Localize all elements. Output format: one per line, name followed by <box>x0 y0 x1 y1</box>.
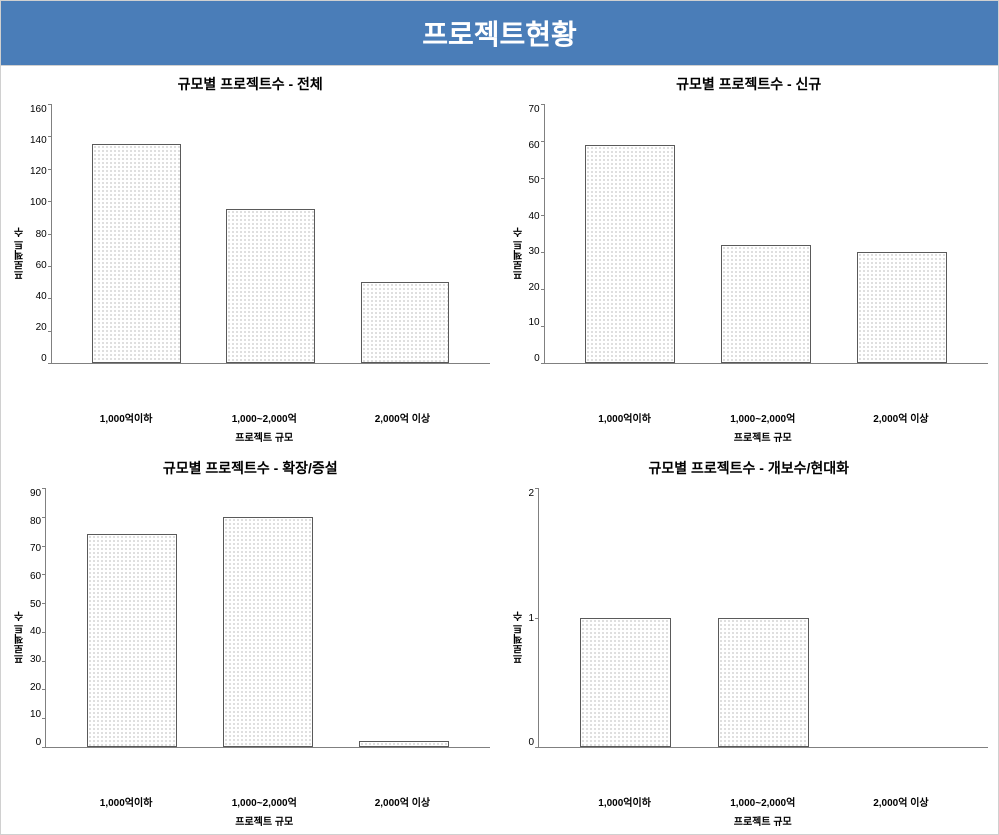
x-tick-label: 2,000억 이상 <box>333 794 471 809</box>
bar <box>87 534 177 747</box>
x-axis-label: 프로젝트 규모 <box>39 429 490 444</box>
y-tick-label: 20 <box>36 322 47 333</box>
y-tick-mark <box>541 363 545 364</box>
page-title: 프로젝트현황 <box>1 1 998 66</box>
x-tick-label: 1,000억이하 <box>556 410 694 425</box>
x-tick-label: 1,000~2,000억 <box>694 794 832 809</box>
y-tick-mark <box>42 747 46 748</box>
y-tick-label: 50 <box>30 599 41 610</box>
x-tick-label: 2,000억 이상 <box>832 410 970 425</box>
y-tick-label: 100 <box>30 197 47 208</box>
y-tick-label: 60 <box>36 260 47 271</box>
plot-area <box>544 104 988 364</box>
x-axis: 1,000억이하1,000~2,000억2,000억 이상 <box>39 788 490 809</box>
bar <box>361 282 450 363</box>
y-tick-label: 70 <box>529 104 540 115</box>
plot-area <box>45 488 489 748</box>
dashboard-container: 프로젝트현황 규모별 프로젝트수 - 전체프로젝트 수1601401201008… <box>0 0 999 835</box>
chart-grid: 규모별 프로젝트수 - 전체프로젝트 수16014012010080604020… <box>1 66 998 834</box>
chart-panel: 규모별 프로젝트수 - 신규프로젝트 수70 60 50 40 30 20 10 0 1,000… <box>500 66 999 450</box>
y-tick-label: 30 <box>529 246 540 257</box>
y-tick-label: 120 <box>30 166 47 177</box>
y-tick-label: 60 <box>30 571 41 582</box>
y-axis: 70 60 50 40 30 20 10 0 <box>529 104 544 364</box>
x-axis-label: 프로젝트 규모 <box>538 429 989 444</box>
y-tick-label: 30 <box>30 654 41 665</box>
y-tick-label: 140 <box>30 135 47 146</box>
y-tick-label: 20 <box>30 682 41 693</box>
bars-container <box>545 104 988 363</box>
y-axis: 90 80 70 60 50 40 30 20 10 0 <box>30 488 45 748</box>
plot-area <box>51 104 490 364</box>
y-tick-label: 10 <box>30 709 41 720</box>
y-tick-label: 80 <box>36 229 47 240</box>
y-tick-label: 40 <box>36 291 47 302</box>
x-axis-region: 1,000억이하1,000~2,000억2,000억 이상프로젝트 규모 <box>538 788 989 828</box>
y-tick-mark <box>48 363 52 364</box>
bar <box>718 618 809 748</box>
bar <box>92 144 181 363</box>
chart-panel: 규모별 프로젝트수 - 개보수/현대화프로젝트 수2 1 0 1,000억이하1,00… <box>500 450 999 834</box>
chart-area: 프로젝트 수70 60 50 40 30 20 10 0 <box>510 104 989 404</box>
chart-title: 규모별 프로젝트수 - 신규 <box>510 74 989 94</box>
x-tick-label: 1,000~2,000억 <box>195 794 333 809</box>
y-tick-label: 0 <box>41 353 47 364</box>
x-tick-label: 2,000억 이상 <box>832 794 970 809</box>
y-tick-label: 60 <box>529 140 540 151</box>
y-tick-label: 160 <box>30 104 47 115</box>
x-tick-label: 1,000억이하 <box>556 794 694 809</box>
y-tick-label: 80 <box>30 516 41 527</box>
y-tick-label: 0 <box>529 737 535 748</box>
y-axis-label: 프로젝트 수 <box>11 488 30 788</box>
x-axis: 1,000억이하1,000~2,000억2,000억 이상 <box>538 404 989 425</box>
y-tick-label: 20 <box>529 282 540 293</box>
chart-area: 프로젝트 수160 140 120 100 80 60 40 20 0 <box>11 104 490 404</box>
bar <box>226 209 315 363</box>
chart-title: 규모별 프로젝트수 - 확장/증설 <box>11 458 490 478</box>
bars-container <box>539 488 988 747</box>
bars-container <box>46 488 489 747</box>
bar <box>721 245 811 363</box>
chart-area: 프로젝트 수90 80 70 60 50 40 30 20 10 0 <box>11 488 490 788</box>
chart-title: 규모별 프로젝트수 - 전체 <box>11 74 490 94</box>
x-axis: 1,000억이하1,000~2,000억2,000억 이상 <box>538 788 989 809</box>
x-axis-label: 프로젝트 규모 <box>39 813 490 828</box>
y-axis-label: 프로젝트 수 <box>510 104 529 404</box>
x-axis-label: 프로젝트 규모 <box>538 813 989 828</box>
y-tick-label: 90 <box>30 488 41 499</box>
y-tick-label: 40 <box>30 626 41 637</box>
y-tick-label: 40 <box>529 211 540 222</box>
x-tick-label: 1,000억이하 <box>57 410 195 425</box>
plot-area <box>538 488 988 748</box>
y-tick-label: 70 <box>30 543 41 554</box>
x-axis: 1,000억이하1,000~2,000억2,000억 이상 <box>39 404 490 425</box>
bar <box>585 145 675 363</box>
chart-panel: 규모별 프로젝트수 - 전체프로젝트 수160 140 120 100 80 60 40 20… <box>1 66 500 450</box>
x-tick-label: 1,000억이하 <box>57 794 195 809</box>
bar <box>223 517 313 747</box>
y-tick-label: 0 <box>36 737 42 748</box>
bar <box>857 252 947 363</box>
y-tick-mark <box>535 747 539 748</box>
bars-container <box>52 104 490 363</box>
bar <box>359 741 449 747</box>
x-axis-region: 1,000억이하1,000~2,000억2,000억 이상프로젝트 규모 <box>39 404 490 444</box>
bar <box>580 618 671 748</box>
y-tick-label: 1 <box>529 613 535 624</box>
y-tick-label: 10 <box>529 317 540 328</box>
x-axis-region: 1,000억이하1,000~2,000억2,000억 이상프로젝트 규모 <box>39 788 490 828</box>
y-axis-label: 프로젝트 수 <box>510 488 529 788</box>
chart-panel: 규모별 프로젝트수 - 확장/증설프로젝트 수90 80 70 60 50 40 30 20 1… <box>1 450 500 834</box>
y-tick-label: 0 <box>534 353 540 364</box>
x-tick-label: 2,000억 이상 <box>333 410 471 425</box>
y-axis-label: 프로젝트 수 <box>11 104 30 404</box>
x-axis-region: 1,000억이하1,000~2,000억2,000억 이상프로젝트 규모 <box>538 404 989 444</box>
y-tick-label: 2 <box>529 488 535 499</box>
x-tick-label: 1,000~2,000억 <box>694 410 832 425</box>
x-tick-label: 1,000~2,000억 <box>195 410 333 425</box>
chart-title: 규모별 프로젝트수 - 개보수/현대화 <box>510 458 989 478</box>
chart-area: 프로젝트 수2 1 0 <box>510 488 989 788</box>
y-tick-label: 50 <box>529 175 540 186</box>
